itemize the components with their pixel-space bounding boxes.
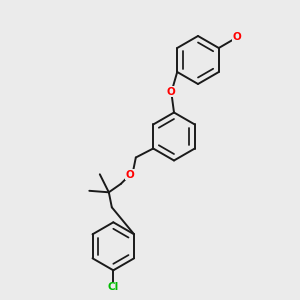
- Text: O: O: [125, 170, 134, 180]
- Text: Cl: Cl: [108, 282, 119, 292]
- Text: O: O: [232, 32, 241, 43]
- Text: O: O: [167, 86, 176, 97]
